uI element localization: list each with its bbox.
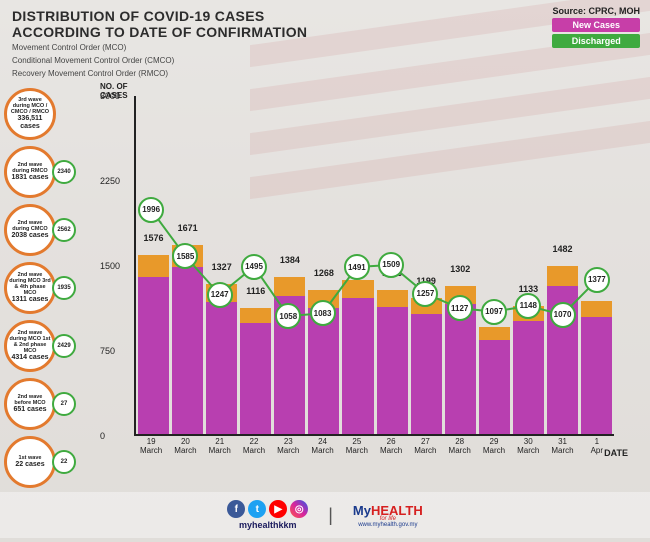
youtube-icon[interactable]: ▶ xyxy=(269,500,287,518)
wave-badge-circle: 2nd wave during RMCO1831 cases xyxy=(4,146,56,198)
bar-value-label: 1360 xyxy=(342,258,373,268)
y-tick: 750 xyxy=(100,346,115,356)
bar: 1360 xyxy=(342,96,373,434)
legend-discharged: Discharged xyxy=(552,34,640,48)
facebook-icon[interactable]: f xyxy=(227,500,245,518)
wave-badge-discharged: 2429 xyxy=(52,334,76,358)
footer-divider: | xyxy=(328,505,333,526)
x-tick: 20March xyxy=(168,438,202,456)
wave-badge: 2nd wave during MCO 3rd & 4th phase MCO1… xyxy=(4,262,84,314)
bar: 1482 xyxy=(547,96,578,434)
bar: 1302 xyxy=(445,96,476,434)
bar-value-label: 1671 xyxy=(172,223,203,233)
y-tick: 0 xyxy=(100,431,105,441)
source-legend: Source: CPRC, MOH New Cases Discharged xyxy=(552,6,640,48)
subtitle-3: Recovery Movement Control Order (RMCO) xyxy=(12,69,638,79)
bar: 1671 xyxy=(172,96,203,434)
bar-value-label: 1199 xyxy=(411,276,442,286)
bar-value-label: 1178 xyxy=(581,279,612,289)
wave-badge-circle: 3rd wave during MCO / CMCO / RMCO336,511… xyxy=(4,88,56,140)
wave-badge: 2nd wave during RMCO1831 cases2340 xyxy=(4,146,84,198)
wave-badge: 2nd wave during MCO 1st & 2nd phase MCO4… xyxy=(4,320,84,372)
wave-badge-circle: 2nd wave during MCO 1st & 2nd phase MCO4… xyxy=(4,320,56,372)
x-tick: 24March xyxy=(305,438,339,456)
bar: 1178 xyxy=(581,96,612,434)
footer: f t ▶ ◎ myhealthkkm | MyHEALTH for life … xyxy=(0,492,650,538)
bar: 1384 xyxy=(274,96,305,434)
x-tick: 28March xyxy=(443,438,477,456)
bar: 1327 xyxy=(206,96,237,434)
x-tick: 22March xyxy=(237,438,271,456)
y-ticks: 0750150022503000 xyxy=(100,96,128,436)
bar-value-label: 1482 xyxy=(547,244,578,254)
bars-container: 15761671 1327 1116 138412681360 127511991302… xyxy=(136,96,614,434)
bar-value-label: 1275 xyxy=(377,268,408,278)
wave-badge: 2nd wave during CMCO2038 cases2562 xyxy=(4,204,84,256)
x-axis-label: DATE xyxy=(604,448,628,458)
plot-area: 15761671 1327 1116 138412681360 127511991302… xyxy=(134,96,614,436)
chart: NO. OFCASES 0750150022503000 15761671132… xyxy=(100,86,624,476)
bar: 1275 xyxy=(377,96,408,434)
social-block: f t ▶ ◎ myhealthkkm xyxy=(227,500,308,530)
bar: 1199 xyxy=(411,96,442,434)
wave-badge: 2nd wave before MCO651 cases27 xyxy=(4,378,84,430)
x-tick: 21March xyxy=(203,438,237,456)
x-tick: 26March xyxy=(374,438,408,456)
bar: 1133 xyxy=(513,96,544,434)
header: DISTRIBUTION OF COVID-19 CASES ACCORDING… xyxy=(12,8,638,79)
bar-value-label: 1576 xyxy=(138,233,169,243)
x-tick: 23March xyxy=(271,438,305,456)
y-tick: 1500 xyxy=(100,261,120,271)
bar-value-label: 1268 xyxy=(308,268,339,278)
wave-badge: 3rd wave during MCO / CMCO / RMCO336,511… xyxy=(4,88,84,140)
title-line2: ACCORDING TO DATE OF CONFIRMATION xyxy=(12,24,638,40)
bar-value-label: 1302 xyxy=(445,264,476,274)
legend-new-cases: New Cases xyxy=(552,18,640,32)
y-tick: 3000 xyxy=(100,91,120,101)
bar: 1576 xyxy=(138,96,169,434)
y-tick: 2250 xyxy=(100,176,120,186)
subtitle-1: Movement Control Order (MCO) xyxy=(12,43,638,53)
twitter-icon[interactable]: t xyxy=(248,500,266,518)
bar-value-label: 1327 xyxy=(206,262,237,272)
x-tick: 27March xyxy=(408,438,442,456)
wave-badge-circle: 2nd wave during CMCO2038 cases xyxy=(4,204,56,256)
wave-badge-discharged: 2340 xyxy=(52,160,76,184)
x-tick: 31March xyxy=(545,438,579,456)
title-line1: DISTRIBUTION OF COVID-19 CASES xyxy=(12,8,638,24)
wave-badge-circle: 1st wave22 cases xyxy=(4,436,56,488)
wave-badge: 1st wave22 cases22 xyxy=(4,436,84,488)
wave-badge-circle: 2nd wave before MCO651 cases xyxy=(4,378,56,430)
wave-badge-discharged: 27 xyxy=(52,392,76,416)
bar: 1268 xyxy=(308,96,339,434)
instagram-icon[interactable]: ◎ xyxy=(290,500,308,518)
x-tick: 30March xyxy=(511,438,545,456)
source-label: Source: CPRC, MOH xyxy=(552,6,640,16)
x-tick: 29March xyxy=(477,438,511,456)
bar-value-label: 1384 xyxy=(274,255,305,265)
wave-badge-circle: 2nd wave during MCO 3rd & 4th phase MCO1… xyxy=(4,262,56,314)
x-ticks: 19March20March21March22March23March24Mar… xyxy=(134,438,614,456)
bar: 1116 xyxy=(240,96,271,434)
wave-badge-discharged: 22 xyxy=(52,450,76,474)
x-tick: 25March xyxy=(340,438,374,456)
subtitle-2: Conditional Movement Control Order (CMCO… xyxy=(12,56,638,66)
wave-badges: 3rd wave during MCO / CMCO / RMCO336,511… xyxy=(4,88,84,494)
wave-badge-discharged: 1935 xyxy=(52,276,76,300)
bar-value-label: 1133 xyxy=(513,284,544,294)
myhealth-logo: MyHEALTH for life www.myhealth.gov.my xyxy=(353,503,423,528)
bar-value-label: 1116 xyxy=(240,286,271,296)
wave-badge-discharged: 2562 xyxy=(52,218,76,242)
social-handle: myhealthkkm xyxy=(239,520,297,530)
x-tick: 19March xyxy=(134,438,168,456)
bar-value-label: 941 xyxy=(479,305,510,315)
bar: 941 xyxy=(479,96,510,434)
